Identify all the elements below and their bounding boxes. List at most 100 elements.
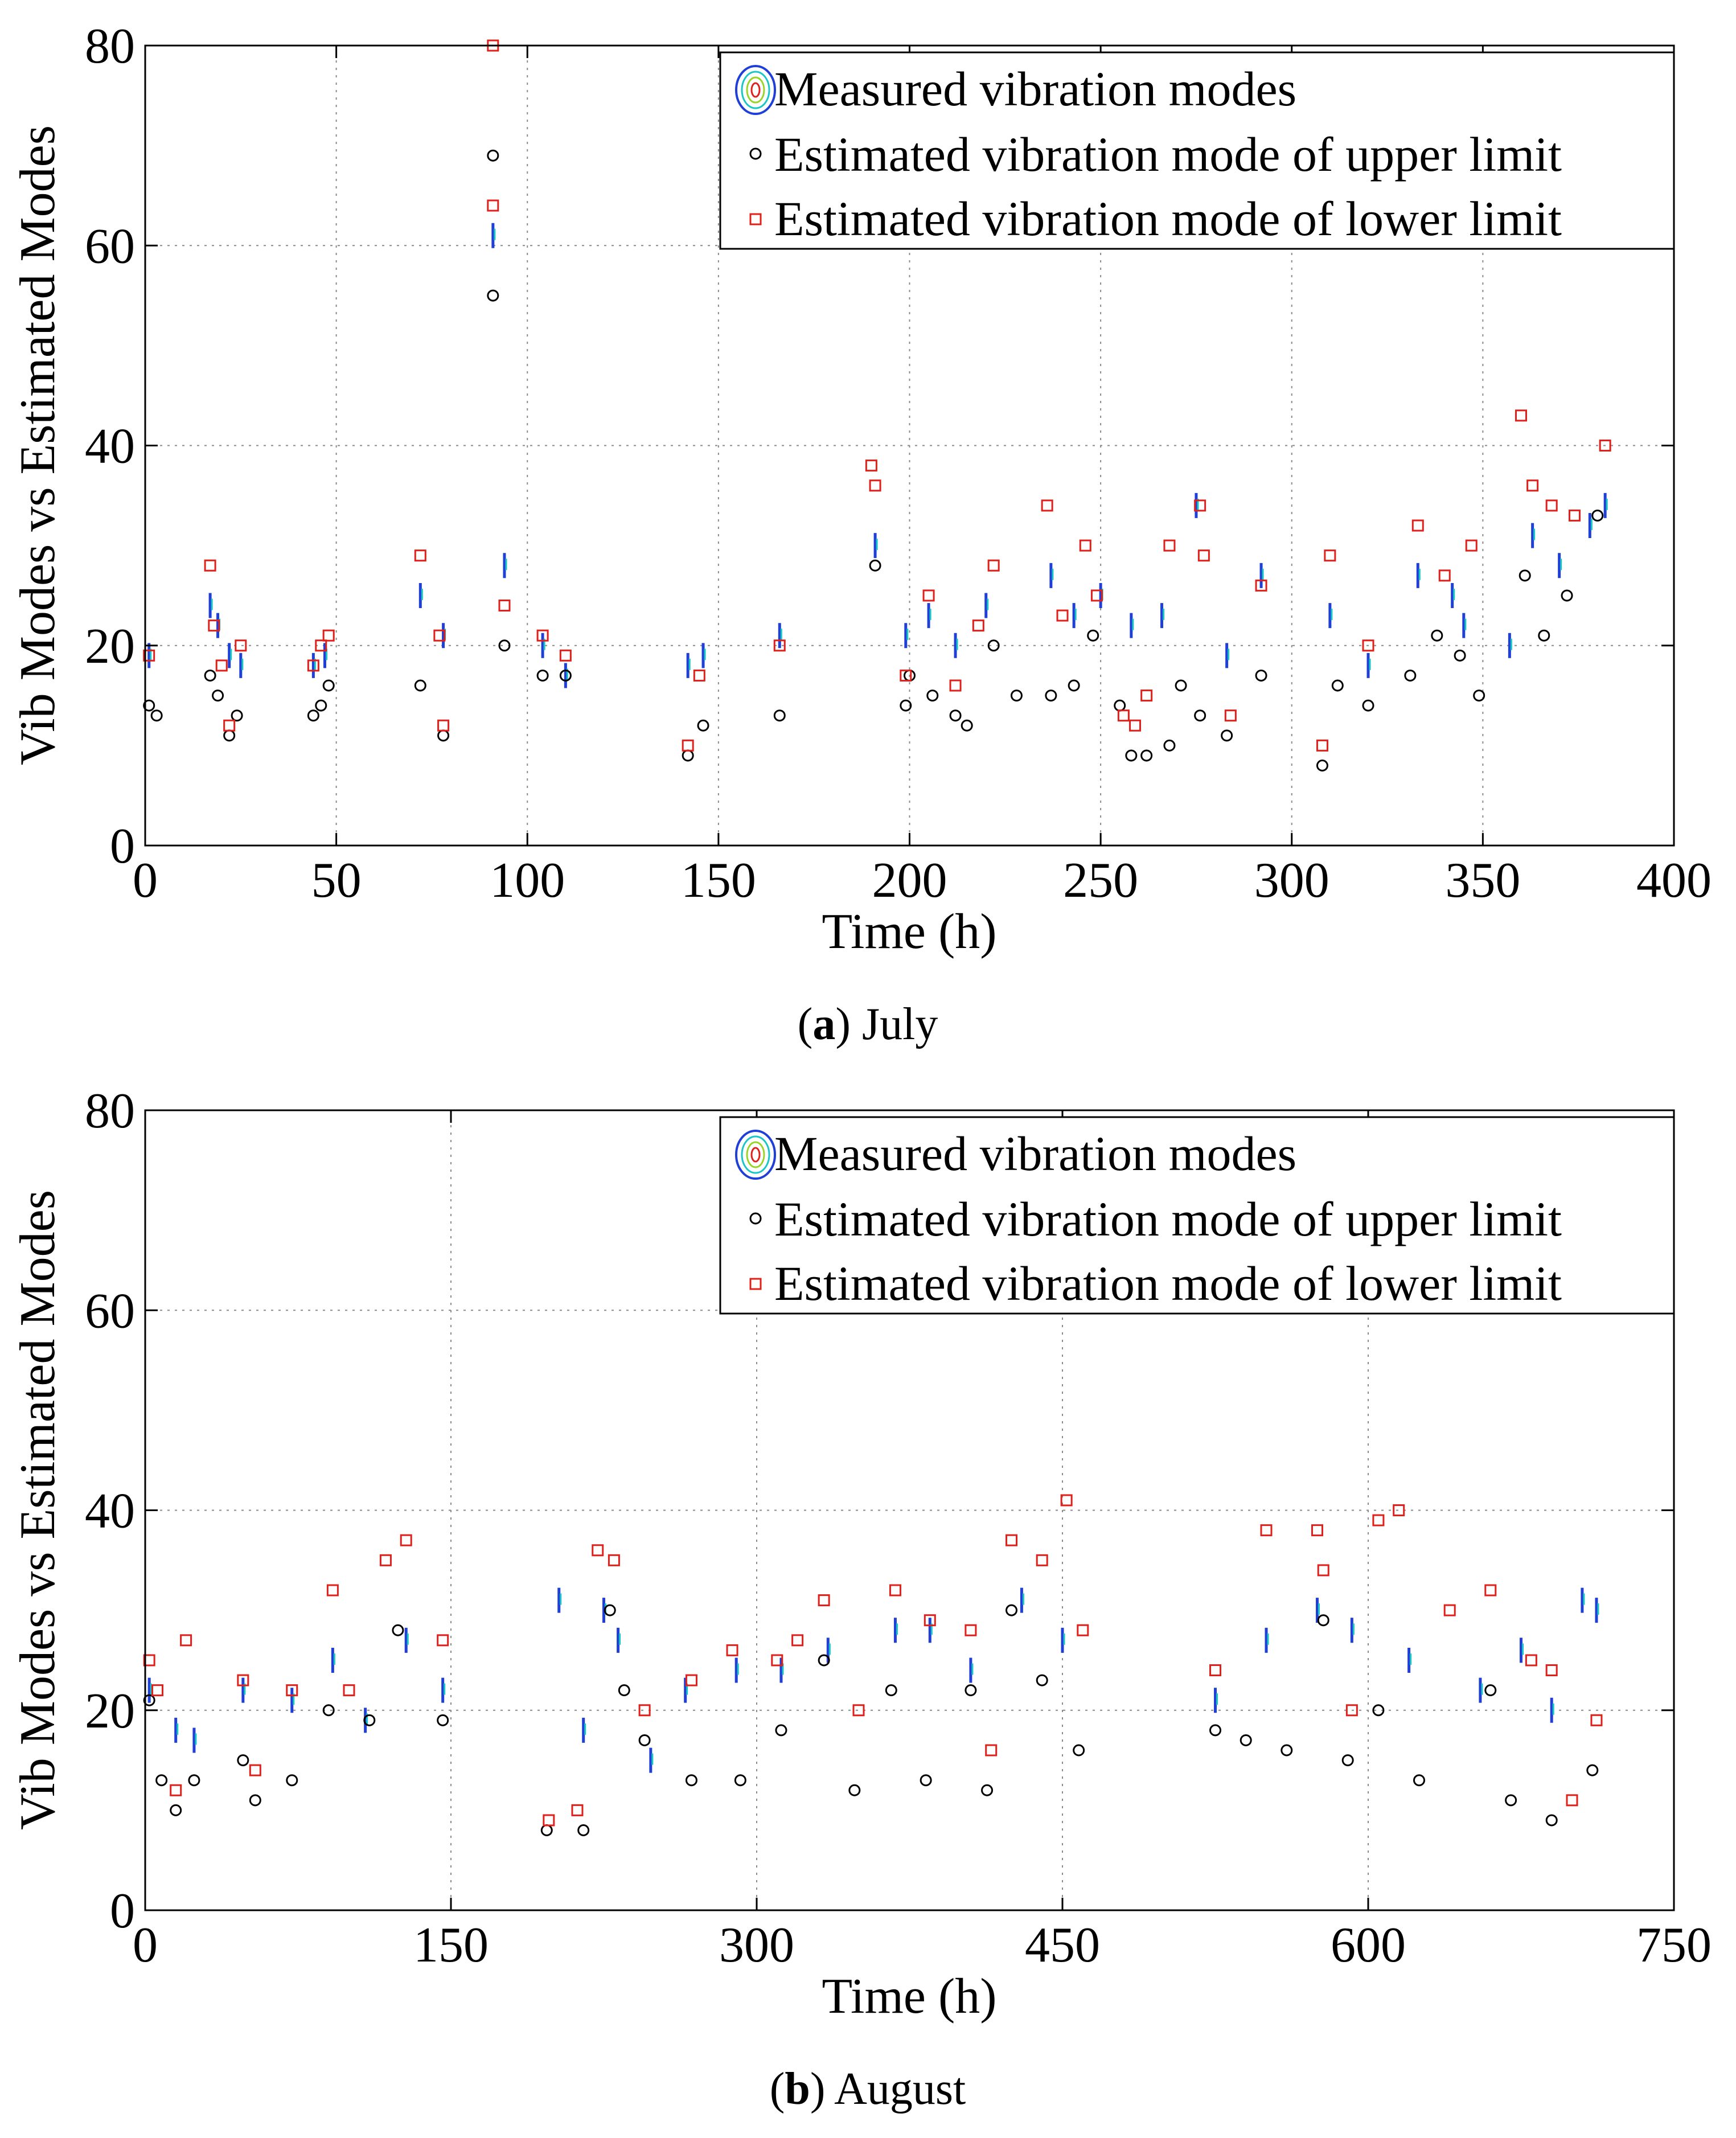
x-axis-title-august: Time (h) — [822, 1969, 996, 2024]
lower-limit-point — [865, 459, 877, 472]
upper-limit-point — [1221, 729, 1233, 742]
upper-limit-point — [414, 679, 426, 692]
upper-limit-point — [1341, 1754, 1354, 1767]
upper-limit-point — [1194, 709, 1206, 722]
legend-lower-label: Estimated vibration mode of lower limit — [774, 191, 1562, 246]
x-tick-labels-august: 0 150 300 450 600 750 — [133, 1918, 1712, 1973]
upper-limit-point — [1010, 690, 1023, 702]
x-tick-label: 450 — [1025, 1918, 1100, 1973]
lower-limit-point — [1438, 569, 1451, 582]
lower-limit-point — [1117, 709, 1130, 722]
legend-upper-marker-icon — [749, 1212, 762, 1225]
lower-limit-point — [791, 1634, 804, 1647]
lower-limit-point — [215, 659, 228, 672]
upper-limit-point — [900, 699, 912, 712]
lower-limit-point — [343, 1684, 355, 1697]
upper-limit-point — [487, 289, 499, 302]
x-axis-title-july: Time (h) — [822, 904, 996, 959]
upper-limit-point — [307, 709, 319, 722]
upper-limit-point — [1431, 629, 1443, 642]
chart-august: 0 20 40 60 80 0 150 300 450 600 750 Time (h) Vib … — [10, 1084, 1712, 2114]
lower-limit-point — [1041, 499, 1053, 512]
lower-limit-point — [143, 649, 155, 662]
upper-limit-point — [920, 1774, 932, 1787]
lower-limit-point — [889, 1584, 901, 1597]
upper-limit-point — [237, 1754, 249, 1767]
lower-limit-point — [1545, 499, 1558, 512]
upper-limit-point — [869, 559, 881, 572]
x-tick-label: 400 — [1636, 853, 1712, 908]
y-axis-title-july: Vib Modes vs Estimated Modes — [10, 125, 65, 765]
upper-limit-point — [775, 1724, 787, 1737]
lower-limit-point — [1036, 1554, 1048, 1566]
x-tick-label: 300 — [719, 1918, 794, 1973]
upper-limit-point — [848, 1784, 861, 1796]
lower-limit-point — [1345, 1704, 1358, 1717]
lower-limit-point — [1515, 409, 1527, 422]
y-axis-title-august: Vib Modes vs Estimated Modes — [10, 1190, 65, 1830]
lower-limit-point — [571, 1804, 584, 1816]
legend-lower-marker-icon — [749, 213, 762, 225]
legend-august: Measured vibration modes Estimated vibra… — [719, 1116, 1675, 1315]
lower-limit-point — [487, 199, 499, 212]
lower-limit-point — [1443, 1604, 1456, 1616]
x-tick-label: 0 — [133, 1918, 158, 1973]
lower-limit-point — [1209, 1664, 1221, 1676]
x-tick-label: 600 — [1331, 1918, 1406, 1973]
lower-limit-point — [1129, 719, 1142, 732]
lower-limit-point — [1077, 1624, 1089, 1636]
upper-limit-point — [1473, 690, 1485, 702]
upper-limit-point — [1317, 1614, 1329, 1627]
x-tick-label: 50 — [311, 853, 362, 908]
y-tick-labels-august: 0 20 40 60 80 — [85, 1084, 135, 1939]
lower-limit-point — [249, 1764, 261, 1776]
y-tick-label: 20 — [85, 619, 135, 674]
upper-limit-point — [1281, 1744, 1293, 1757]
lower-limit-point — [1090, 589, 1103, 602]
lower-limit-point — [433, 629, 446, 642]
lower-limit-point — [924, 1614, 936, 1627]
upper-limit-point — [1068, 679, 1080, 692]
x-tick-label: 300 — [1254, 853, 1329, 908]
upper-limit-point — [734, 1774, 746, 1787]
upper-limit-point — [1140, 749, 1153, 762]
y-tick-label: 40 — [85, 419, 135, 474]
upper-limit-point — [685, 1774, 697, 1787]
upper-limit-point — [155, 1774, 168, 1787]
upper-limit-point — [1454, 649, 1466, 662]
lower-limit-point — [592, 1544, 604, 1557]
upper-limit-point — [286, 1774, 298, 1787]
upper-limit-point — [143, 1694, 155, 1706]
x-tick-label: 250 — [1063, 853, 1138, 908]
lower-limit-point — [1525, 1654, 1537, 1667]
lower-limit-point — [818, 1594, 830, 1607]
data-marks-august — [143, 1494, 1603, 1836]
lower-limit-point — [1056, 609, 1069, 622]
lower-limit-point — [852, 1704, 865, 1717]
lower-limit-point — [326, 1584, 339, 1597]
lower-limit-point — [437, 719, 450, 732]
lower-limit-point — [693, 669, 705, 682]
lower-limit-point — [1079, 539, 1091, 552]
lower-limit-point — [151, 1684, 163, 1697]
upper-limit-point — [885, 1684, 897, 1697]
x-tick-label: 750 — [1636, 1918, 1712, 1973]
caption-text-august: August — [826, 2064, 966, 2114]
data-marks-july — [143, 39, 1611, 772]
lower-limit-point — [437, 1634, 449, 1647]
y-tick-label: 80 — [85, 1084, 135, 1139]
upper-limit-point — [697, 719, 709, 732]
caption-letter-august: b — [785, 2064, 810, 2114]
upper-limit-point — [926, 690, 939, 702]
upper-limit-point — [1362, 699, 1374, 712]
lower-limit-point — [1006, 1534, 1017, 1546]
upper-limit-point — [1087, 629, 1099, 642]
upper-limit-point — [965, 1684, 977, 1697]
upper-limit-point — [1006, 1604, 1017, 1616]
lower-limit-point — [773, 639, 786, 652]
legend-upper-marker-icon — [749, 147, 762, 160]
lower-limit-point — [900, 669, 912, 682]
upper-limit-point — [204, 669, 216, 682]
lower-limit-point — [1362, 639, 1374, 652]
